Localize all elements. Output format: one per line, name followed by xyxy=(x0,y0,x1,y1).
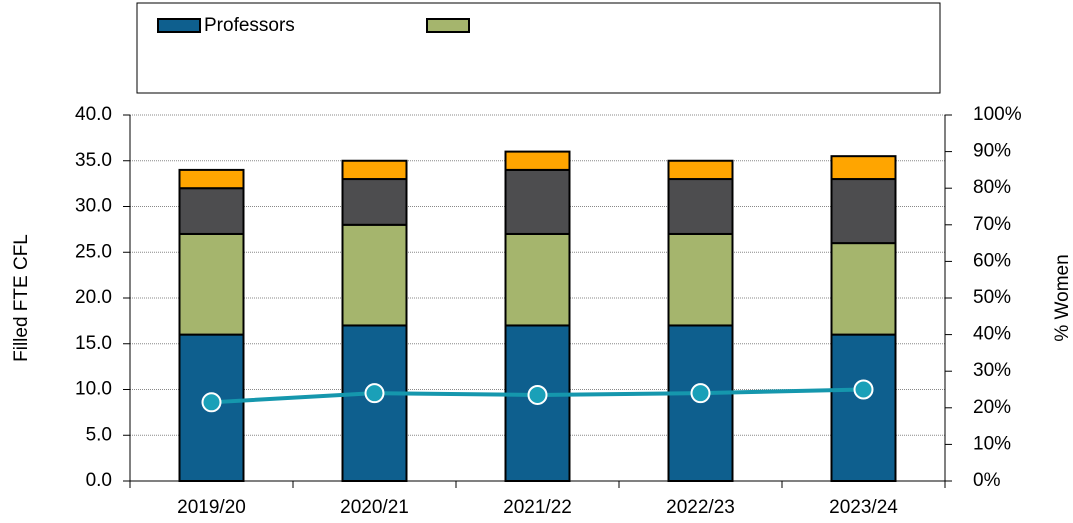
y-axis-label: Filled FTE CFL xyxy=(11,234,32,362)
line-marker xyxy=(853,379,874,400)
bar-segment xyxy=(504,150,571,171)
bar-segment xyxy=(504,232,571,327)
line-marker xyxy=(527,384,548,405)
bar-segment xyxy=(667,159,734,181)
legend-swatch xyxy=(157,18,201,33)
y2-tick-label: 30% xyxy=(973,360,1011,381)
bar-segment xyxy=(830,333,897,482)
bar-segment xyxy=(830,155,897,181)
bar-segment xyxy=(830,178,897,245)
legend-box xyxy=(136,2,941,94)
bar-segment xyxy=(667,178,734,235)
bar-segment xyxy=(178,168,245,190)
y-tick-label: 0.0 xyxy=(86,470,112,491)
y2-axis-label: % Women xyxy=(1052,254,1073,341)
bar-segment xyxy=(341,223,408,327)
y2-tick-label: 90% xyxy=(973,141,1011,162)
bar-segment xyxy=(178,232,245,336)
y2-tick-label: 20% xyxy=(973,397,1011,418)
y2-tick-label: 0% xyxy=(973,470,1001,491)
bar-segment xyxy=(341,159,408,181)
legend-swatch xyxy=(426,18,470,33)
bar-segment xyxy=(830,242,897,336)
y2-tick-label: 100% xyxy=(973,104,1022,125)
y2-tick-label: 60% xyxy=(973,250,1011,271)
x-tick-label: 2020/21 xyxy=(340,497,409,518)
y2-tick-label: 80% xyxy=(973,177,1011,198)
bar-segment xyxy=(178,333,245,482)
y-tick-label: 10.0 xyxy=(75,379,112,400)
y-tick-label: 5.0 xyxy=(86,424,112,445)
legend-label: Professors xyxy=(204,15,295,36)
bar-segment xyxy=(341,178,408,226)
y-tick-label: 35.0 xyxy=(75,150,112,171)
x-tick-label: 2022/23 xyxy=(666,497,735,518)
y-tick-label: 25.0 xyxy=(75,241,112,262)
line-marker xyxy=(201,392,222,413)
y2-tick-label: 10% xyxy=(973,433,1011,454)
bar-segment xyxy=(667,324,734,483)
bar-segment xyxy=(178,187,245,235)
line-marker xyxy=(690,383,711,404)
y-tick-label: 20.0 xyxy=(75,287,112,308)
bar-segment xyxy=(341,324,408,483)
y-tick-label: 40.0 xyxy=(75,104,112,125)
x-tick-label: 2021/22 xyxy=(503,497,572,518)
bar-segment xyxy=(504,168,571,235)
y-tick-label: 15.0 xyxy=(75,333,112,354)
y2-tick-label: 70% xyxy=(973,214,1011,235)
y-tick-label: 30.0 xyxy=(75,196,112,217)
x-tick-label: 2023/24 xyxy=(829,497,898,518)
bar-segment xyxy=(667,232,734,327)
y2-tick-label: 50% xyxy=(973,287,1011,308)
y2-tick-label: 40% xyxy=(973,324,1011,345)
line-marker xyxy=(364,383,385,404)
x-tick-label: 2019/20 xyxy=(177,497,246,518)
